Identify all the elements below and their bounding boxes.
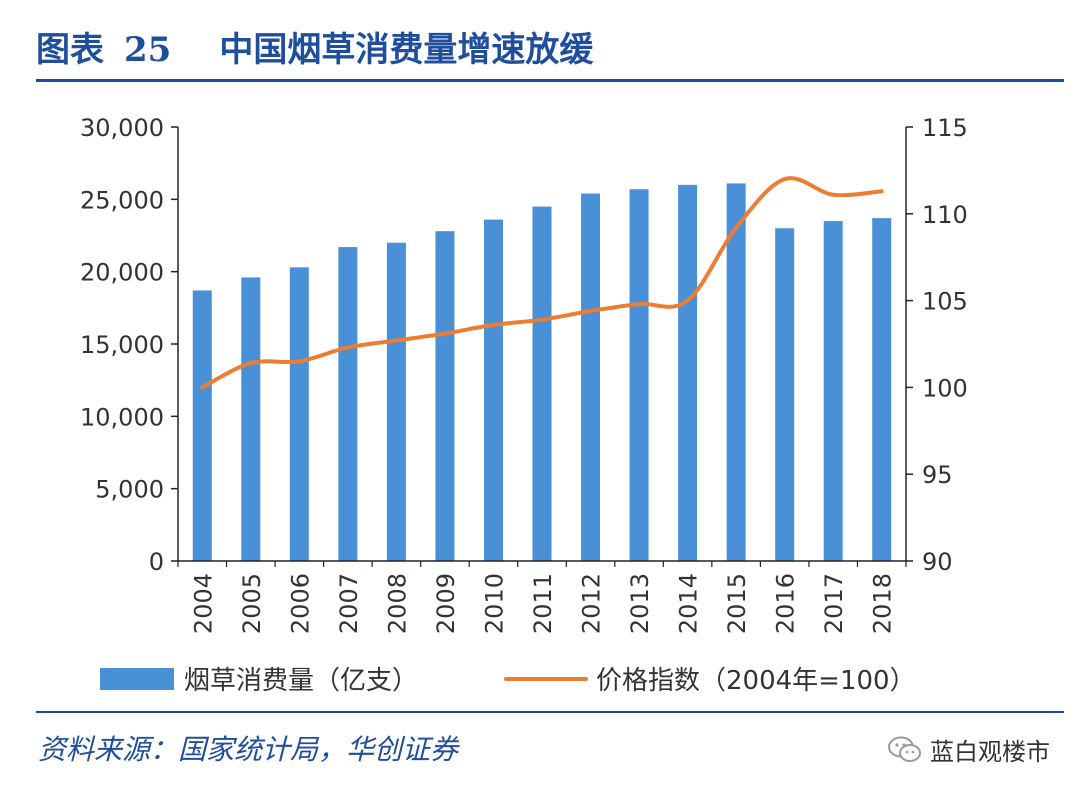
left-tick-label: 10,000 — [80, 403, 164, 431]
x-tick-label: 2008 — [383, 573, 411, 634]
x-tick-label: 2005 — [238, 573, 266, 634]
watermark: 蓝白观楼市 — [888, 732, 1050, 767]
x-tick-label: 2017 — [820, 573, 848, 634]
right-tick-label: 90 — [922, 548, 953, 576]
wechat-icon — [888, 736, 922, 764]
x-tick-label: 2007 — [335, 573, 363, 634]
legend-bar-label: 烟草消费量（亿支） — [184, 666, 418, 696]
bar-2012 — [581, 193, 601, 561]
title-number: 25 — [124, 30, 172, 70]
right-tick-label: 110 — [922, 201, 968, 229]
x-tick-label: 2006 — [286, 573, 314, 634]
bar-2006 — [289, 267, 309, 561]
right-tick-label: 100 — [922, 374, 968, 402]
left-tick-label: 0 — [149, 548, 164, 576]
x-tick-label: 2015 — [723, 573, 751, 634]
right-tick-label: 115 — [922, 114, 968, 142]
x-axis-ticks: 2004 2005 2006 2007 2008 2009 2010 2011 2012 2013… — [177, 561, 907, 634]
bar-2015 — [726, 183, 746, 562]
source-note: 资料来源：国家统计局，华创证券 — [38, 733, 459, 766]
price-index-line — [200, 176, 884, 390]
bar-2004 — [192, 290, 212, 561]
left-tick-label: 25,000 — [80, 186, 164, 214]
bar-series — [192, 183, 892, 562]
x-tick-label: 2009 — [432, 573, 460, 634]
x-tick-label: 2016 — [772, 573, 800, 634]
watermark-text: 蓝白观楼市 — [930, 738, 1050, 766]
x-tick-label: 2012 — [578, 573, 606, 634]
legend-line-label: 价格指数（2004年=100） — [596, 666, 916, 696]
top-divider — [36, 79, 1064, 82]
left-axis-ticks: 0 5,000 10,000 15,000 20,000 25,000 30,000 — [80, 114, 178, 576]
bar-2014 — [678, 184, 698, 561]
x-tick-label: 2014 — [675, 573, 703, 634]
bar-2010 — [483, 219, 503, 561]
legend-bar-swatch — [100, 668, 174, 690]
left-tick-label: 30,000 — [80, 114, 164, 142]
title-text: 中国烟草消费量增速放缓 — [219, 30, 594, 70]
left-tick-label: 15,000 — [80, 331, 164, 359]
page-title: 图表 25 中国烟草消费量增速放缓 — [36, 22, 593, 71]
bar-2008 — [386, 242, 406, 561]
x-tick-label: 2018 — [869, 573, 897, 634]
x-tick-label: 2010 — [480, 573, 508, 634]
legend: 烟草消费量（亿支） 价格指数（2004年=100） — [100, 666, 916, 696]
title-prefix: 图表 — [36, 30, 104, 70]
bar-2018 — [872, 218, 892, 561]
left-tick-label: 5,000 — [95, 476, 164, 504]
bar-2013 — [629, 189, 649, 561]
x-tick-label: 2011 — [529, 573, 557, 634]
bar-2005 — [241, 277, 261, 561]
bar-2017 — [823, 221, 843, 562]
right-axis-ticks: 90 95 100 105 110 115 — [906, 114, 968, 576]
bar-2016 — [775, 228, 795, 561]
bar-2011 — [532, 206, 552, 562]
right-tick-label: 105 — [922, 288, 968, 316]
bottom-divider — [36, 711, 1064, 713]
x-tick-label: 2013 — [626, 573, 654, 634]
x-tick-label: 2004 — [189, 573, 217, 634]
left-tick-label: 20,000 — [80, 259, 164, 287]
bar-2007 — [338, 247, 358, 561]
right-tick-label: 95 — [922, 461, 953, 489]
bar-2009 — [435, 231, 455, 561]
